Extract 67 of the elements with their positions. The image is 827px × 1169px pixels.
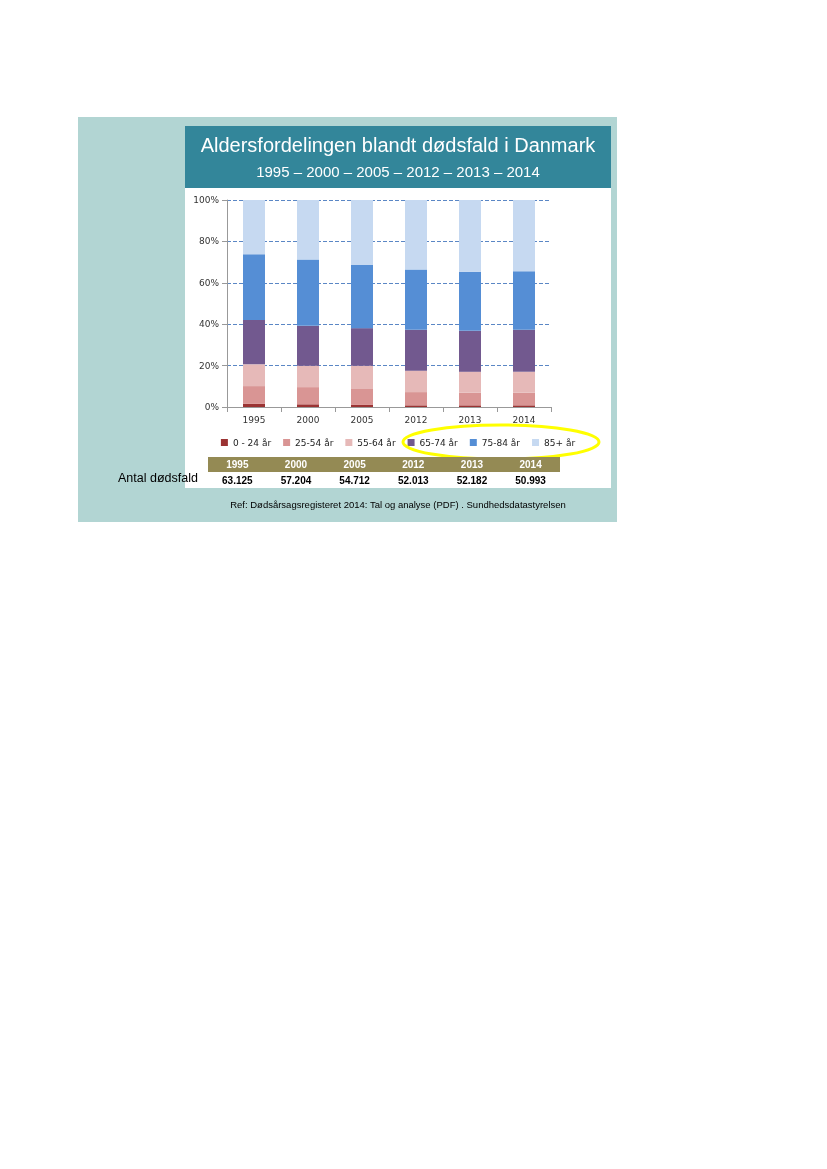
bar xyxy=(405,269,427,330)
bar xyxy=(459,330,481,372)
bar xyxy=(513,392,535,406)
bar xyxy=(459,200,481,272)
bar xyxy=(243,364,265,387)
x-tick-label: 2014 xyxy=(512,414,536,425)
bar xyxy=(243,386,265,404)
bar xyxy=(351,328,373,366)
bar xyxy=(243,403,265,407)
x-tick-label: 2000 xyxy=(296,414,320,425)
bar xyxy=(351,388,373,405)
legend-label: 55-64 år xyxy=(357,437,396,448)
bar xyxy=(351,365,373,389)
bar xyxy=(297,325,319,366)
x-tick-label: 2012 xyxy=(404,414,428,425)
bar xyxy=(351,265,373,329)
bar xyxy=(297,365,319,388)
bar xyxy=(513,200,535,272)
x-tick-label: 2005 xyxy=(350,414,374,425)
category-label: 2014 xyxy=(519,459,542,470)
x-tick-label: 2013 xyxy=(458,414,482,425)
y-tick-label: 40% xyxy=(198,319,220,330)
y-tick-label: 80% xyxy=(198,236,220,247)
text: Ref: Dødsårsagsregisteret 2014: Tal og analyse (PDF) . Sundhedsdatastyrelsen xyxy=(229,499,567,510)
bar xyxy=(513,371,535,393)
bar xyxy=(243,254,265,321)
bar xyxy=(297,200,319,260)
y-tick-label: 20% xyxy=(198,360,220,371)
text: 63.125 xyxy=(221,474,254,488)
text: 50.993 xyxy=(514,474,547,488)
bar xyxy=(351,200,373,265)
bar xyxy=(459,271,481,331)
bar xyxy=(513,329,535,372)
text: 57.204 xyxy=(279,474,313,488)
text: Antal dødsfald xyxy=(118,471,198,485)
bar xyxy=(297,404,319,407)
bar xyxy=(243,320,265,365)
legend-label: 0 - 24 år xyxy=(232,437,272,448)
legend-label: 25-54 år xyxy=(295,437,334,448)
bar xyxy=(405,329,427,371)
category-label: 1995 xyxy=(226,459,249,470)
category-label: 2005 xyxy=(343,459,366,470)
chart-subtitle: 1995 – 2000 – 2005 – 2012 – 2013 – 2014 xyxy=(255,163,541,180)
bar xyxy=(459,371,481,393)
legend-label: 75-84 år xyxy=(481,437,521,448)
text: 52.013 xyxy=(397,474,430,488)
bar xyxy=(351,404,373,407)
bar xyxy=(513,271,535,330)
y-tick-label: 60% xyxy=(198,277,220,288)
bar xyxy=(459,392,481,406)
text: 52.182 xyxy=(455,474,489,488)
bar xyxy=(405,200,427,270)
legend-label: 65-74 år xyxy=(419,437,459,448)
y-tick-label: 0% xyxy=(204,402,220,412)
bar xyxy=(297,259,319,326)
category-label: 2013 xyxy=(460,459,484,470)
bar xyxy=(243,200,265,255)
bar xyxy=(405,370,427,393)
x-tick-label: 1995 xyxy=(242,414,266,425)
bar xyxy=(405,392,427,406)
legend-label: 85+ år xyxy=(544,437,576,448)
category-label: 2012 xyxy=(402,459,425,470)
chart-title: Aldersfordelingen blandt dødsfald i Danmark xyxy=(199,134,597,157)
text: 54.712 xyxy=(338,474,371,488)
bar xyxy=(297,387,319,405)
y-tick-label: 100% xyxy=(193,195,220,205)
category-label: 2000 xyxy=(284,459,308,470)
